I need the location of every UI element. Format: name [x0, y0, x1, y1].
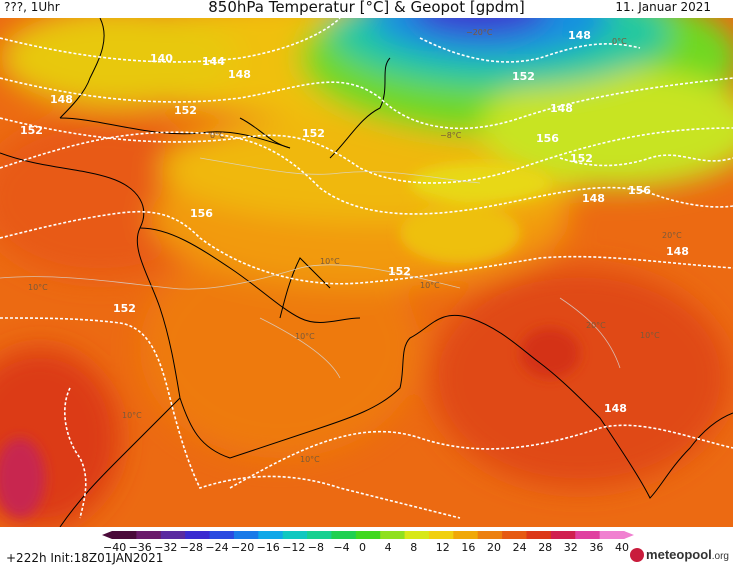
- contour-label: 152: [388, 265, 411, 278]
- contour-label: 156: [536, 132, 559, 145]
- logo-icon: [630, 548, 645, 562]
- footer: −40 −36 −32 −28 −24 −20 −16 −12 −8 −4 0 4 8 12 16 20 24 2…: [0, 527, 733, 566]
- color-scale-bar: [102, 531, 634, 539]
- meteopool-logo[interactable]: meteopool.org: [630, 547, 729, 562]
- contour-label: 144: [202, 55, 225, 68]
- color-scale-tick-label: 40: [615, 541, 629, 554]
- temperature-labels: 0°C 10°C 10°C 10°C 10°C 10°C 20°C 20°C −…: [28, 28, 682, 464]
- temp-label: 10°C: [122, 411, 142, 420]
- color-scale-swatch: [282, 531, 308, 539]
- contour-label: 148: [550, 102, 573, 115]
- color-scale-swatch: [526, 531, 552, 539]
- temp-label: 20°C: [662, 231, 682, 240]
- weather-map: 140 144 148 148 152 152 152 156 152 152 …: [0, 18, 733, 527]
- contour-label: 148: [666, 245, 689, 258]
- contour-label: 148: [582, 192, 605, 205]
- contour-label: 152: [302, 127, 325, 140]
- color-scale-tick-label: −20: [231, 541, 255, 554]
- color-scale-tick-label: 32: [563, 541, 578, 554]
- color-scale-swatch: [502, 531, 527, 539]
- date-label: 11. Januar 2021: [615, 0, 711, 14]
- color-scale-swatch: [209, 531, 235, 539]
- color-scale-tick-label: 12: [435, 541, 450, 554]
- map-title: 850hPa Temperatur [°C] & Geopot [gpdm]: [208, 0, 525, 16]
- color-scale-swatch: [355, 531, 381, 539]
- contour-label: 152: [20, 124, 43, 137]
- color-scale-tick-label: 20: [487, 541, 501, 554]
- color-scale-tick-label: −24: [205, 541, 229, 554]
- color-scale-tick-label: 4: [384, 541, 392, 554]
- color-scale-swatch: [112, 531, 137, 539]
- color-scale-swatch: [185, 531, 211, 539]
- color-scale-end: [102, 531, 112, 539]
- temp-label: 10°C: [320, 257, 340, 266]
- time-label: ???, 1Uhr: [4, 0, 60, 14]
- color-scale-tick-label: 0: [359, 541, 366, 554]
- color-scale-swatch: [160, 531, 186, 539]
- color-scale-swatch: [307, 531, 332, 539]
- contour-label: 148: [604, 402, 627, 415]
- temp-label: −20°C: [466, 28, 493, 37]
- color-scale-swatch: [331, 531, 357, 539]
- color-scale-end: [624, 531, 634, 539]
- contour-label: 148: [568, 29, 591, 42]
- color-scale-tick-label: 16: [461, 541, 476, 554]
- color-scale-swatch: [136, 531, 162, 539]
- contour-label: 140: [150, 52, 173, 65]
- color-scale-swatch: [477, 531, 503, 539]
- contour-label: 148: [228, 68, 251, 81]
- color-scale-swatch: [550, 531, 576, 539]
- color-scale-tick-label: 8: [410, 541, 418, 554]
- color-scale-tick-label: −28: [179, 541, 204, 554]
- color-scale-tick-label: −8: [307, 541, 325, 554]
- color-scale-swatch: [575, 531, 601, 539]
- temp-label: 10°C: [640, 331, 660, 340]
- coastlines: [0, 18, 733, 527]
- temp-label: −8°C: [440, 131, 462, 140]
- temp-label: 20°C: [586, 321, 606, 330]
- contour-label: 148: [50, 93, 73, 106]
- color-scale-swatch: [453, 531, 479, 539]
- temp-label: 10°C: [295, 332, 315, 341]
- contour-label: 156: [628, 184, 651, 197]
- color-scale-swatch: [380, 531, 406, 539]
- color-scale-swatch: [599, 531, 625, 539]
- contour-label: 152: [512, 70, 535, 83]
- contour-label: 156: [190, 207, 213, 220]
- temp-label: 0°C: [612, 37, 627, 46]
- temp-label: 10°C: [300, 455, 320, 464]
- color-scale-swatch: [233, 531, 259, 539]
- isotherm-lines: [0, 157, 621, 379]
- run-info: +222h Init:18Z01JAN2021: [6, 551, 164, 565]
- contour-label: 152: [174, 104, 197, 117]
- temp-label: 10°C: [420, 281, 440, 290]
- temperature-field: [0, 18, 733, 527]
- color-scale-tick-label: 36: [589, 541, 604, 554]
- contour-labels: 140 144 148 148 152 152 152 156 152 152 …: [20, 29, 689, 415]
- color-scale-tick-label: −36: [128, 541, 152, 554]
- color-scale-tick-label: −12: [282, 541, 306, 554]
- temp-label: 10°C: [28, 283, 48, 292]
- color-scale-tick-label: 28: [538, 541, 553, 554]
- logo-suffix: .org: [711, 551, 729, 562]
- color-scale-swatch: [428, 531, 454, 539]
- contour-label: 152: [113, 302, 136, 315]
- logo-text: meteopool: [646, 547, 712, 562]
- color-scale-tick-label: −4: [333, 541, 350, 554]
- color-scale-swatch: [404, 531, 430, 539]
- color-scale-tick-label: −16: [256, 541, 280, 554]
- color-scale-tick-label: −32: [154, 541, 178, 554]
- contour-label: 152: [570, 152, 593, 165]
- color-scale-tick-label: −40: [103, 541, 127, 554]
- header: ???, 1Uhr 850hPa Temperatur [°C] & Geopo…: [0, 0, 733, 18]
- geopotential-contours: [0, 18, 733, 519]
- color-scale-tick-label: 24: [512, 541, 527, 554]
- temp-label: 0°C: [210, 131, 225, 140]
- color-scale-swatch: [258, 531, 284, 539]
